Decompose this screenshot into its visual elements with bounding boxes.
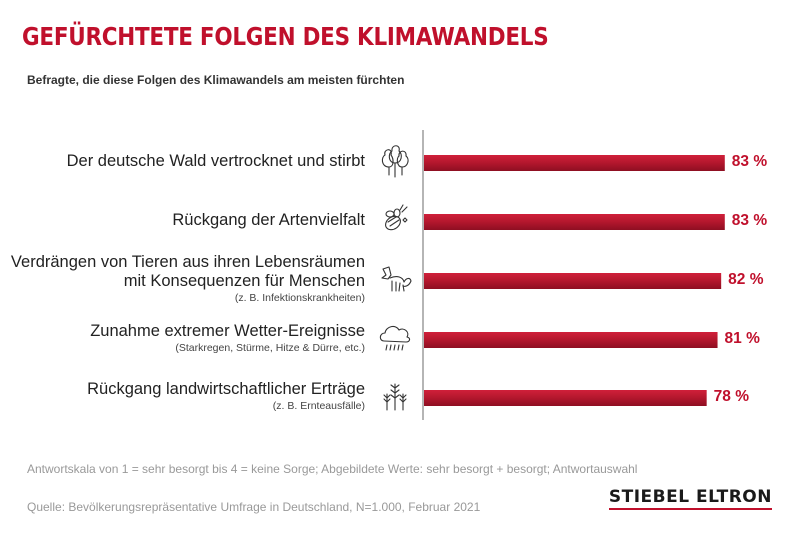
value-label-1: 83 %	[731, 153, 768, 170]
category-label-4: Zunahme extremer Wetter-Ereignisse	[90, 321, 365, 340]
chart-subtitle: Befragte, die diese Folgen des Klimawand…	[27, 73, 405, 87]
source-note: Quelle: Bevölkerungsrepräsentative Umfra…	[27, 500, 481, 514]
category-label-3-line-2: mit Konsequenzen für Menschen	[123, 272, 365, 290]
category-note-3: (z. B. Infektionskrankheiten)	[234, 292, 365, 304]
category-label-1: Der deutsche Wald vertrocknet und stirbt	[66, 152, 365, 170]
brand-underline	[608, 508, 772, 510]
bee-icon	[385, 204, 408, 231]
fox-icon	[381, 266, 412, 292]
category-label-3-line-1: Verdrängen von Tieren aus ihren Lebensrä…	[10, 253, 365, 271]
bar-4	[424, 332, 718, 348]
brand-logo: STIEBEL ELTRON	[608, 487, 772, 510]
scale-footnote: Antwortskala von 1 = sehr besorgt bis 4 …	[27, 462, 638, 476]
category-label-5: Rückgang landwirtschaftlicher Erträge	[87, 379, 365, 398]
bar-1	[424, 155, 725, 171]
value-label-4: 81 %	[724, 330, 760, 347]
value-label-2: 83 %	[731, 212, 768, 229]
bar-3	[424, 273, 722, 289]
trees-icon	[381, 145, 409, 178]
chart-title: GEFÜRCHTETE FOLGEN DES KLIMAWANDELS	[22, 22, 549, 51]
category-note-5: (z. B. Ernteausfälle)	[272, 399, 365, 412]
wheat-icon	[383, 383, 407, 411]
brand-wordmark: STIEBEL ELTRON	[608, 487, 772, 507]
rain-cloud-icon	[379, 325, 411, 351]
bar-5	[424, 390, 707, 406]
category-label-2: Rückgang der Artenvielfalt	[172, 211, 365, 229]
value-label-3: 82 %	[728, 271, 764, 288]
value-label-5: 78 %	[713, 388, 750, 405]
bar-2	[424, 214, 725, 230]
category-note-4: (Starkregen, Stürme, Hitze & Dürre, etc.…	[175, 341, 365, 354]
